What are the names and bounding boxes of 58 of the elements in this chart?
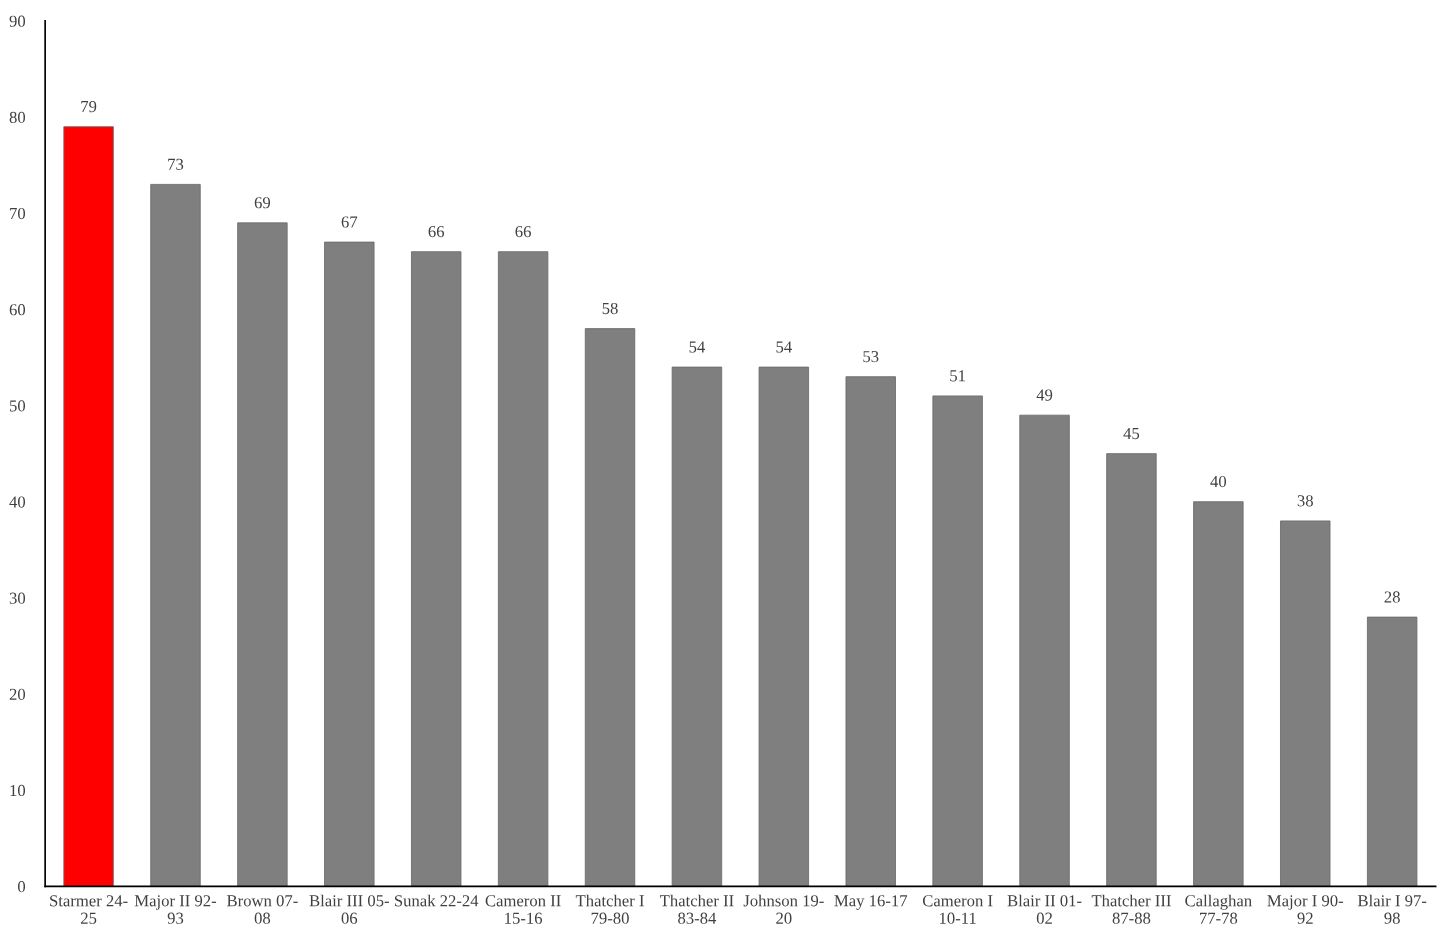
bar <box>497 251 549 887</box>
x-tick-label: Cameron II 15-16 <box>485 895 561 924</box>
y-tick-label: 40 <box>9 496 26 508</box>
data-label: 79 <box>81 101 97 113</box>
x-tick-label: Starmer 24- 25 <box>50 895 128 924</box>
x-tick-label: Callaghan 77-78 <box>1185 894 1252 924</box>
bar <box>584 328 636 887</box>
x-tick-label: Johnson 19- 20 <box>743 894 824 924</box>
x-tick-label: Thatcher III 87-88 <box>1091 894 1171 924</box>
x-tick-label: Thatcher I 79-80 <box>575 894 644 924</box>
data-label: 54 <box>689 341 705 353</box>
data-label: 73 <box>168 158 184 170</box>
data-label: 69 <box>254 197 271 209</box>
x-tick-label: Sunak 22-24 <box>394 894 479 907</box>
x-tick-label: Blair II 01- 02 <box>1007 894 1082 924</box>
x-tick-label: Blair I 97- 98 <box>1357 894 1427 924</box>
y-tick-label: 60 <box>9 304 26 316</box>
x-tick-label: Major I 90- 92 <box>1267 895 1344 924</box>
bar <box>845 376 896 887</box>
data-label: 28 <box>1384 591 1400 603</box>
bar <box>758 366 810 887</box>
y-tick-label: 0 <box>17 881 26 893</box>
data-label: 38 <box>1297 495 1313 507</box>
x-tick-label: Thatcher II 83-84 <box>659 894 734 924</box>
data-label: 49 <box>1036 389 1053 401</box>
data-label: 40 <box>1210 475 1227 488</box>
bar <box>237 222 288 887</box>
data-label: 66 <box>515 226 531 238</box>
x-tick-label: Major II 92- 93 <box>134 895 217 924</box>
bar <box>671 366 723 887</box>
bar <box>63 126 114 887</box>
bar <box>1019 414 1070 887</box>
bar <box>1366 616 1418 887</box>
bar <box>1106 453 1157 887</box>
y-tick-label: 20 <box>9 688 26 700</box>
y-tick-label: 30 <box>9 592 26 604</box>
x-tick-label: Cameron I 10-11 <box>922 895 993 924</box>
y-tick-label: 10 <box>10 784 26 797</box>
data-label: 66 <box>428 226 445 238</box>
data-label: 58 <box>602 302 618 315</box>
y-tick-label: 50 <box>9 400 26 412</box>
data-label: 67 <box>341 216 358 228</box>
bar <box>932 395 983 887</box>
data-label: 51 <box>950 370 965 382</box>
data-label: 54 <box>776 341 792 353</box>
y-tick-label: 80 <box>9 111 26 124</box>
bar <box>150 183 201 887</box>
bar <box>324 241 375 887</box>
bar <box>1280 520 1331 887</box>
bar <box>411 251 462 887</box>
data-label: 53 <box>863 351 879 363</box>
x-tick-label: Brown 07- 08 <box>227 895 298 924</box>
y-tick-label: 70 <box>10 207 26 220</box>
x-tick-label: Blair III 05- 06 <box>309 894 389 924</box>
x-tick-label: May 16-17 <box>834 895 908 910</box>
bar <box>1193 501 1244 887</box>
data-label: 45 <box>1123 428 1140 440</box>
y-tick-label: 90 <box>9 15 26 27</box>
